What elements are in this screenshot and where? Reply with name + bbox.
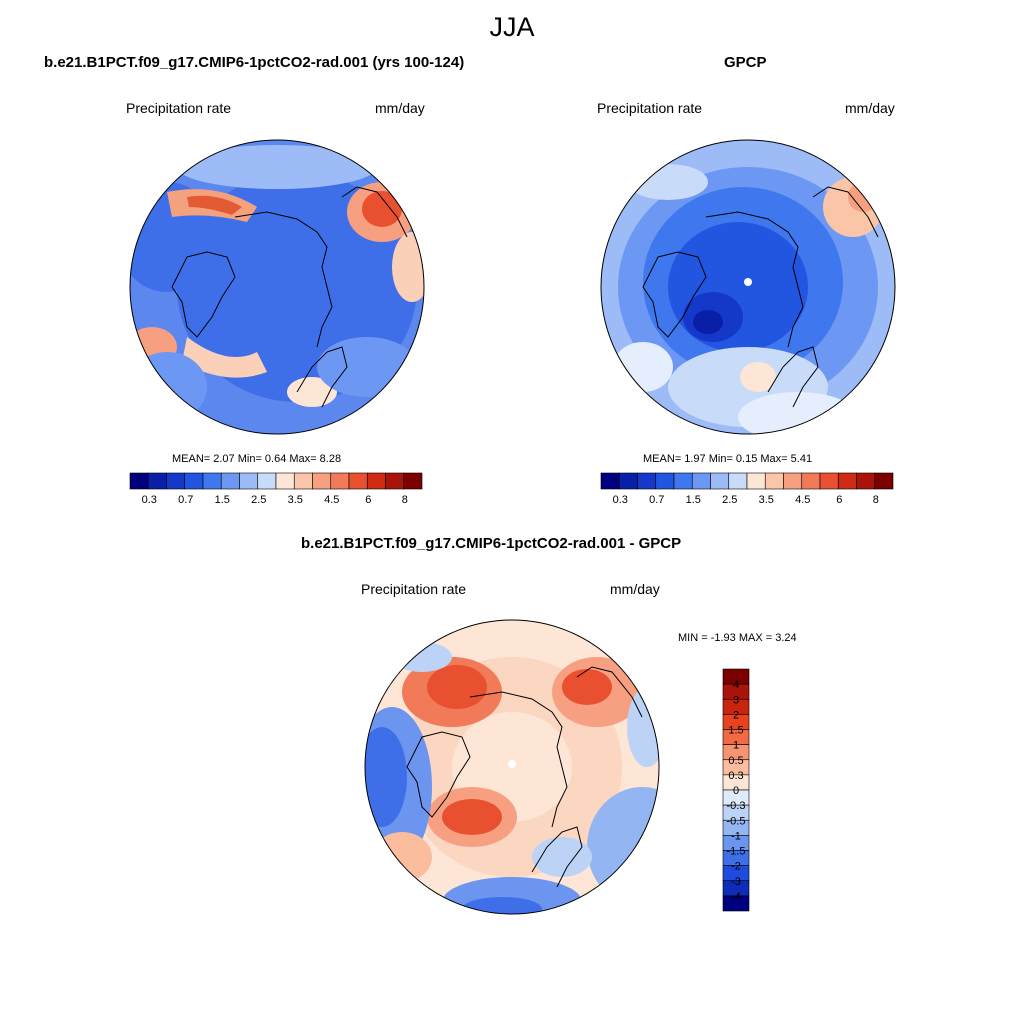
diff-colorbar-tick-label: 1.5	[728, 725, 743, 737]
model-colorbar-swatch	[257, 472, 277, 490]
obs-colorbar-swatch	[783, 472, 803, 490]
model-colorbar-swatch	[202, 472, 222, 490]
obs-colorbar-tick-label: 4.5	[795, 494, 810, 506]
model-variable-label: Precipitation rate	[126, 100, 232, 116]
obs-variable-label: Precipitation rate	[597, 100, 703, 116]
diff-colorbar-tick-label: -2	[731, 861, 741, 873]
model-colorbar-swatch	[239, 472, 259, 490]
model-colorbar-tick-label: 0.7	[178, 494, 193, 506]
obs-colorbar-tick-label: 3.5	[759, 494, 774, 506]
model-polar-map	[129, 139, 425, 435]
obs-colorbar-swatch	[801, 472, 821, 490]
obs-colorbar-tick-label: 0.7	[649, 494, 664, 506]
obs-colorbar-swatch	[655, 472, 675, 490]
obs-colorbar-swatch	[618, 472, 638, 490]
model-colorbar-swatch	[312, 472, 332, 490]
model-colorbar-swatch	[348, 472, 368, 490]
diff-colorbar: 4 3 2 1.5 1 0.5 0.3 0 -0.3 -0.5 -1 -1.5 -2 -3 -4	[722, 668, 750, 912]
diff-colorbar-tick-label: 0.5	[728, 755, 743, 767]
model-colorbar-tick-label: 3.5	[288, 494, 303, 506]
model-colorbar-swatch	[366, 472, 386, 490]
model-colorbar-tick-label: 6	[365, 494, 371, 506]
model-units-label: mm/day	[375, 100, 425, 116]
obs-colorbar-tick-label: 0.3	[613, 494, 628, 506]
obs-colorbar-swatch	[819, 472, 839, 490]
obs-colorbar-swatch	[710, 472, 730, 490]
model-colorbar-swatch	[293, 472, 313, 490]
model-colorbar-swatch	[403, 472, 423, 490]
obs-colorbar-swatch	[746, 472, 766, 490]
diff-polar-map	[364, 619, 660, 915]
model-colorbar-swatch	[385, 472, 405, 490]
obs-polar-map	[600, 139, 896, 435]
diff-colorbar-tick-label: -1	[731, 830, 741, 842]
obs-colorbar-swatch	[764, 472, 784, 490]
model-colorbar-tick-label: 0.3	[142, 494, 157, 506]
figure-title: JJA	[489, 12, 535, 42]
diff-colorbar-tick-label: 0.3	[728, 770, 743, 782]
obs-stats: MEAN= 1.97 Min= 0.15 Max= 5.41	[643, 453, 813, 465]
obs-colorbar-tick-label: 1.5	[686, 494, 701, 506]
obs-colorbar-swatch	[637, 472, 657, 490]
diff-variable-label: Precipitation rate	[361, 581, 467, 597]
obs-colorbar-swatch	[691, 472, 711, 490]
model-stats: MEAN= 2.07 Min= 0.64 Max= 8.28	[172, 453, 342, 465]
diff-panel-title: b.e21.B1PCT.f09_g17.CMIP6-1pctCO2-rad.00…	[301, 535, 682, 552]
obs-colorbar-swatch	[600, 472, 620, 490]
diff-colorbar-tick-label: -4	[731, 891, 741, 903]
obs-colorbar-tick-label: 2.5	[722, 494, 737, 506]
model-colorbar-tick-label: 1.5	[215, 494, 230, 506]
diff-colorbar-tick-label: 1	[733, 740, 739, 752]
model-colorbar-swatch	[147, 472, 167, 490]
model-colorbar-swatch	[275, 472, 295, 490]
model-colorbar-tick-label: 4.5	[324, 494, 339, 506]
model-colorbar-swatch	[129, 472, 149, 490]
diff-colorbar-tick-label: -3	[731, 876, 741, 888]
model-colorbar-tick-label: 8	[402, 494, 408, 506]
diff-colorbar-tick-label: 3	[733, 694, 739, 706]
diff-colorbar-swatch	[722, 895, 750, 912]
diff-units-label: mm/day	[610, 581, 660, 597]
model-colorbar-swatch	[184, 472, 204, 490]
obs-colorbar-swatch	[874, 472, 894, 490]
diff-colorbar-tick-label: -0.5	[727, 815, 746, 827]
obs-colorbar-swatch	[856, 472, 876, 490]
obs-colorbar-tick-label: 6	[836, 494, 842, 506]
diff-colorbar-tick-label: 4	[733, 679, 739, 691]
model-panel-title: b.e21.B1PCT.f09_g17.CMIP6-1pctCO2-rad.00…	[44, 54, 465, 71]
diff-colorbar-tick-label: -0.3	[727, 800, 746, 812]
obs-units-label: mm/day	[845, 100, 895, 116]
model-colorbar: 0.3 0.7 1.5 2.5 3.5 4.5 6 8	[129, 472, 423, 506]
obs-colorbar-tick-label: 8	[873, 494, 879, 506]
diff-colorbar-tick-label: -1.5	[727, 846, 746, 858]
diff-colorbar-tick-label: 2	[733, 709, 739, 721]
obs-colorbar-swatch	[673, 472, 693, 490]
model-colorbar-tick-label: 2.5	[251, 494, 266, 506]
obs-colorbar: 0.3 0.7 1.5 2.5 3.5 4.5 6 8	[600, 472, 894, 506]
diff-stats: MIN = -1.93 MAX = 3.24	[678, 632, 797, 644]
model-colorbar-swatch	[220, 472, 240, 490]
obs-colorbar-swatch	[728, 472, 748, 490]
model-colorbar-swatch	[330, 472, 350, 490]
diff-colorbar-tick-label: 0	[733, 785, 739, 797]
model-colorbar-swatch	[166, 472, 186, 490]
obs-panel-title: GPCP	[724, 54, 767, 71]
obs-colorbar-swatch	[837, 472, 857, 490]
